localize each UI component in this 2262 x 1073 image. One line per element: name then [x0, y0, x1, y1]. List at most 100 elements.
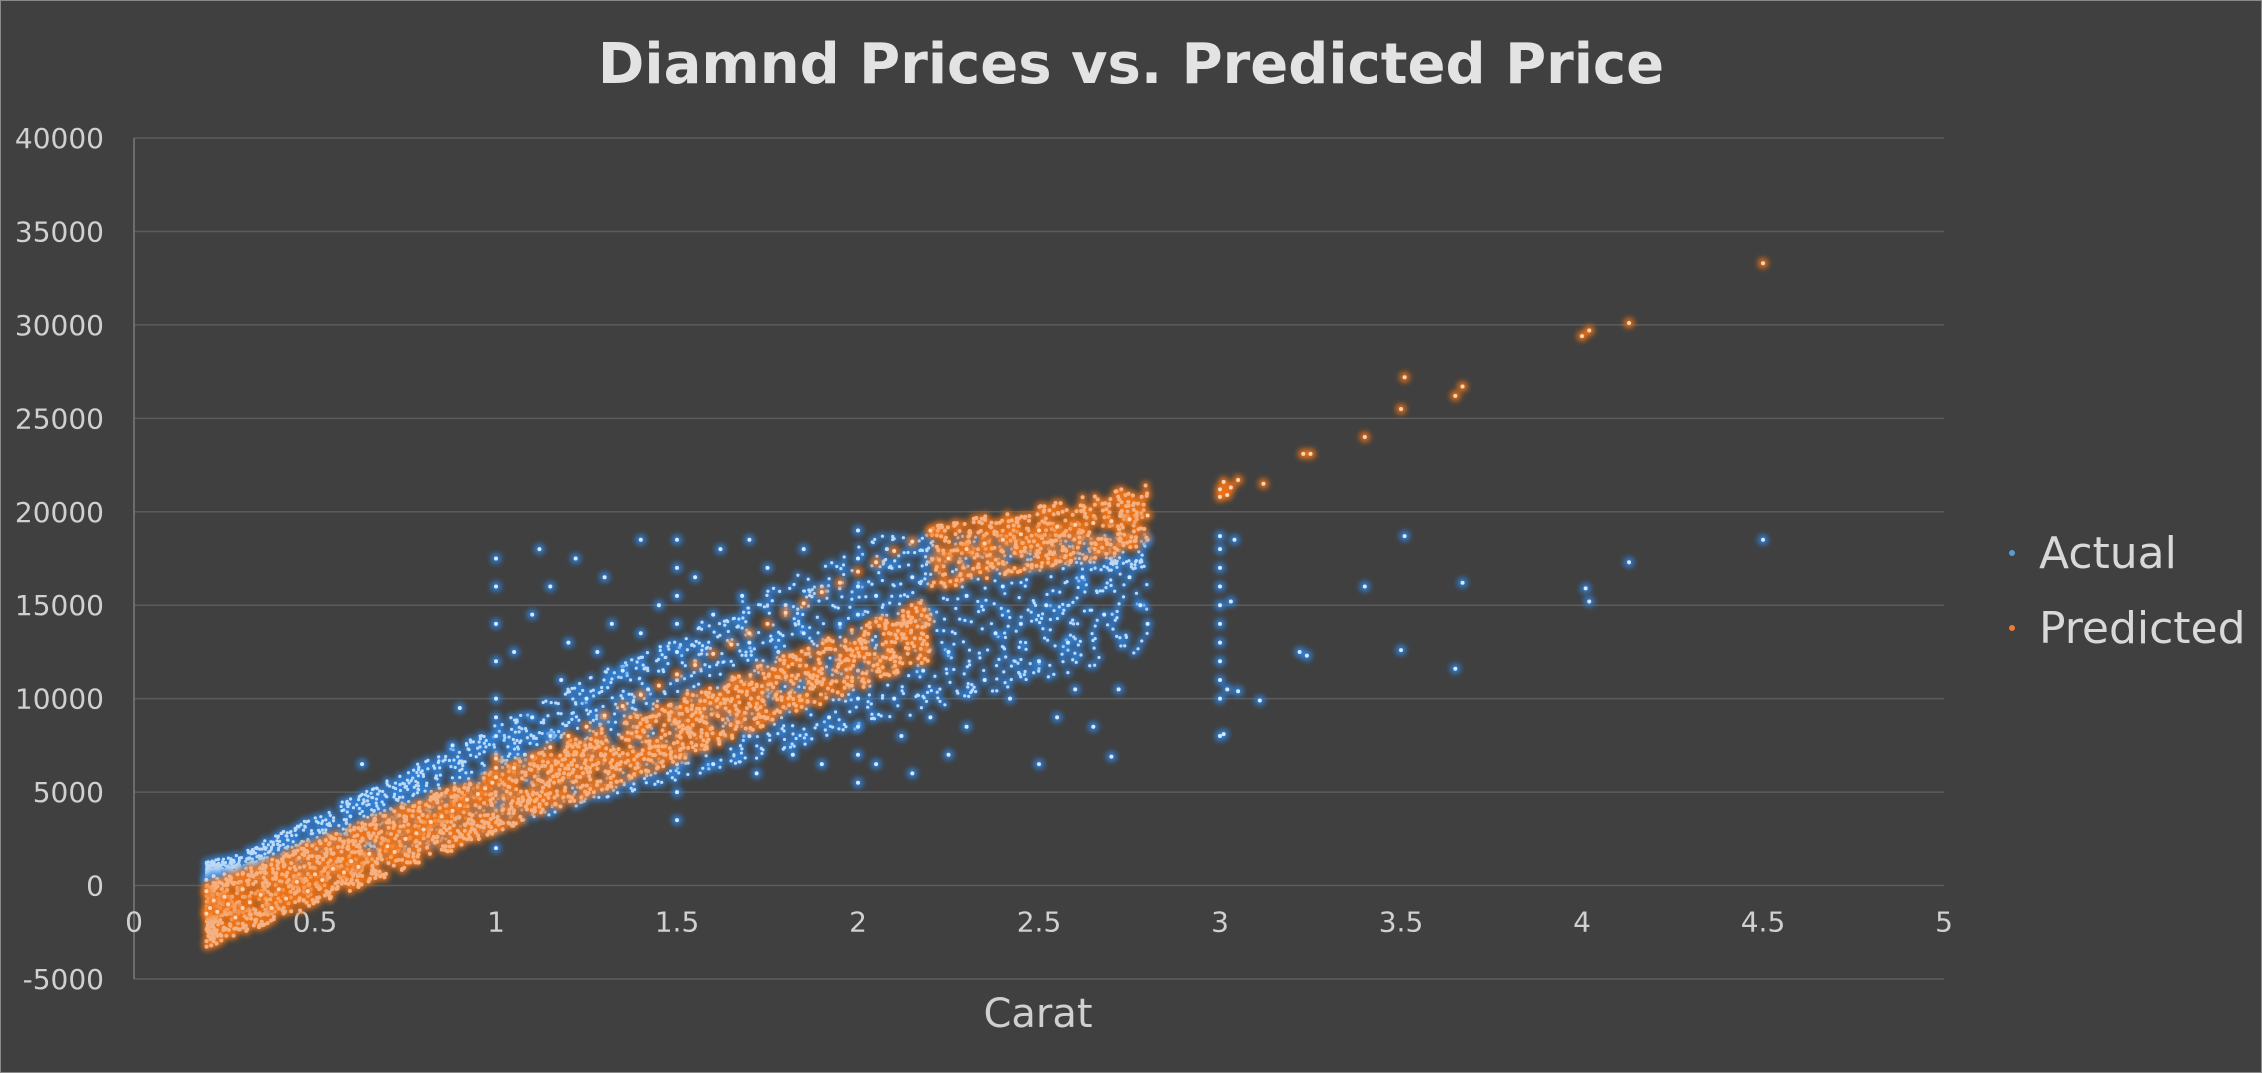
actual-cloud-point	[622, 714, 626, 718]
actual-cloud-point	[715, 686, 720, 690]
actual-cloud-point	[994, 663, 999, 668]
actual-cloud-point	[1066, 603, 1070, 608]
actual-cloud-point	[630, 658, 634, 662]
actual-cloud-point	[846, 616, 851, 620]
actual-cloud-point	[549, 728, 553, 732]
actual-cloud-point	[509, 716, 513, 720]
actual-cloud-point	[1062, 608, 1066, 612]
actual-cloud-point	[802, 685, 807, 690]
actual-cloud-point	[482, 734, 486, 739]
actual-cloud-point	[547, 813, 551, 817]
actual-cloud-point	[567, 689, 571, 693]
actual-cloud-point	[703, 663, 707, 667]
actual-cloud-point	[612, 712, 617, 716]
x-tick-label: 1.5	[655, 906, 700, 939]
actual-cloud-point	[869, 717, 874, 721]
actual-cloud-point	[712, 630, 716, 634]
actual-cloud-point	[935, 628, 939, 633]
actual-cloud-point	[361, 801, 365, 806]
actual-cloud-point	[1093, 566, 1097, 570]
actual-cloud-point	[1084, 583, 1088, 587]
actual-cloud-point	[716, 660, 720, 664]
actual-cloud-point	[1118, 636, 1122, 640]
actual-cloud-point	[761, 748, 765, 752]
actual-cloud-point	[800, 625, 805, 629]
actual-cloud-point	[767, 733, 772, 737]
actual-cloud-point	[1075, 622, 1080, 626]
actual-cloud-point	[666, 661, 670, 666]
actual-cloud-point	[825, 733, 829, 737]
actual-cloud-point	[717, 621, 722, 626]
actual-cloud-point	[663, 655, 667, 660]
actual-cloud-point	[830, 725, 835, 729]
actual-cloud-point	[263, 852, 267, 856]
actual-cloud-point	[1001, 645, 1006, 650]
actual-cloud-point	[645, 666, 650, 670]
actual-cloud-point	[761, 641, 765, 645]
actual-cloud-point	[660, 780, 664, 784]
actual-cloud-point	[1034, 618, 1039, 622]
actual-cloud-point	[797, 619, 801, 623]
actual-cloud-point	[595, 714, 599, 718]
actual-cloud-point	[508, 752, 512, 756]
actual-cloud-point	[850, 597, 854, 601]
actual-cloud-point	[667, 647, 671, 651]
actual-cloud-point	[294, 833, 298, 837]
actual-cloud-point	[288, 830, 292, 835]
actual-cloud-point	[1088, 560, 1092, 564]
actual-cloud-point	[436, 760, 440, 765]
actual-cloud-point	[942, 617, 947, 621]
actual-cloud-point	[1009, 664, 1014, 668]
actual-cloud-point	[779, 716, 784, 720]
actual-cloud-point	[656, 779, 660, 784]
actual-cloud-point	[1118, 572, 1122, 576]
actual-cloud-point	[369, 791, 373, 795]
actual-cloud-point	[477, 740, 481, 744]
actual-cloud-point	[700, 620, 704, 624]
actual-cloud-point	[625, 663, 629, 667]
actual-cloud-point	[837, 697, 841, 702]
actual-cloud-point	[1032, 671, 1036, 675]
actual-cloud-point	[246, 857, 251, 861]
actual-cloud-point	[707, 640, 711, 644]
actual-cloud-point	[976, 577, 980, 581]
actual-cloud-point	[278, 844, 282, 848]
actual-cloud-point	[667, 641, 671, 645]
actual-cloud-point	[782, 644, 787, 648]
actual-cloud-point	[1048, 617, 1052, 622]
actual-cloud-point	[561, 722, 565, 726]
actual-cloud-point	[620, 696, 625, 700]
actual-cloud-point	[617, 675, 621, 679]
actual-cloud-point	[1088, 664, 1092, 668]
actual-cloud-point	[1133, 560, 1138, 564]
actual-cloud-point	[398, 783, 402, 787]
actual-cloud-point	[982, 668, 986, 673]
actual-cloud-point	[600, 689, 604, 693]
actual-cloud-point	[769, 634, 773, 638]
actual-cloud-point	[837, 727, 841, 731]
actual-cloud-point	[250, 857, 254, 861]
actual-cloud-point	[776, 732, 780, 736]
actual-cloud-point	[896, 611, 900, 616]
actual-cloud-point	[848, 710, 852, 714]
actual-cloud-point	[804, 733, 808, 737]
actual-cloud-point	[1061, 602, 1065, 606]
actual-cloud-point	[423, 789, 427, 793]
x-tick-label: 2	[849, 906, 867, 939]
actual-cloud-point	[841, 563, 846, 567]
actual-cloud-point	[827, 577, 831, 581]
actual-cloud-point	[665, 771, 670, 775]
actual-cloud-point	[813, 726, 817, 730]
actual-cloud-point	[931, 539, 935, 544]
actual-cloud-point	[1110, 612, 1114, 616]
actual-cloud-point	[1046, 675, 1050, 679]
actual-cloud-point	[1071, 600, 1075, 604]
x-tick-label: 4	[1573, 906, 1591, 939]
actual-cloud-point	[1006, 685, 1010, 689]
actual-cloud-point	[321, 819, 325, 823]
actual-cloud-point	[1026, 558, 1030, 562]
actual-cloud-point	[738, 649, 742, 653]
actual-cloud-point	[214, 858, 218, 862]
actual-cloud-point	[692, 684, 696, 689]
actual-cloud-point	[1019, 615, 1023, 619]
